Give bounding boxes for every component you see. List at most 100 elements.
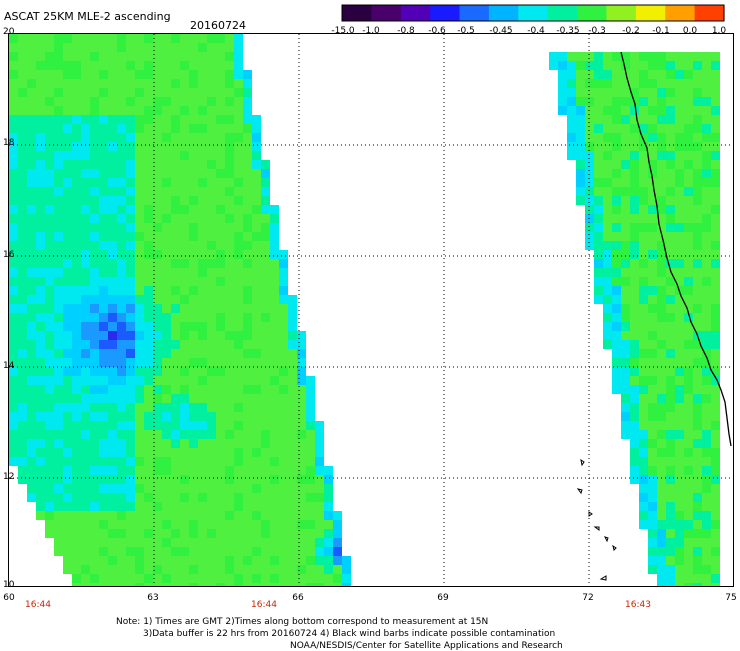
swath-pixel (207, 574, 216, 583)
swath-pixel (36, 79, 45, 88)
swath-pixel (333, 547, 342, 556)
swath-pixel (180, 493, 189, 502)
swath-pixel (621, 106, 630, 115)
swath-pixel (162, 457, 171, 466)
swath-pixel (693, 97, 702, 106)
swath-pixel (162, 151, 171, 160)
swath-pixel (261, 511, 270, 520)
swath-pixel (270, 241, 279, 250)
swath-pixel (675, 106, 684, 115)
swath-pixel (63, 421, 72, 430)
swath-pixel (270, 295, 279, 304)
swath-pixel (216, 151, 225, 160)
swath-pixel (36, 70, 45, 79)
swath-pixel (18, 133, 27, 142)
swath-pixel (657, 313, 666, 322)
swath-pixel (99, 70, 108, 79)
swath-pixel (18, 61, 27, 70)
swath-pixel (144, 484, 153, 493)
swath-pixel (324, 502, 333, 511)
swath-pixel (189, 394, 198, 403)
swath-pixel (18, 259, 27, 268)
swath-pixel (81, 565, 90, 574)
swath-pixel (693, 286, 702, 295)
swath-pixel (585, 232, 594, 241)
swath-pixel (81, 79, 90, 88)
swath-pixel (630, 403, 639, 412)
swath-pixel (207, 88, 216, 97)
swath-pixel (27, 403, 36, 412)
swath-pixel (630, 169, 639, 178)
swath-pixel (261, 412, 270, 421)
swath-pixel (648, 511, 657, 520)
swath-pixel (630, 124, 639, 133)
swath-pixel (198, 286, 207, 295)
swath-pixel (108, 457, 117, 466)
swath-pixel (216, 421, 225, 430)
swath-pixel (144, 88, 153, 97)
swath-pixel (342, 583, 351, 586)
swath-pixel (117, 295, 126, 304)
swath-pixel (189, 187, 198, 196)
swath-pixel (171, 448, 180, 457)
swath-pixel (657, 196, 666, 205)
swath-pixel (243, 394, 252, 403)
swath-pixel (693, 448, 702, 457)
swath-pixel (162, 286, 171, 295)
swath-pixel (18, 187, 27, 196)
swath-pixel (225, 304, 234, 313)
swath-pixel (45, 349, 54, 358)
swath-pixel (657, 556, 666, 565)
swath-pixel (81, 61, 90, 70)
swath-pixel (90, 412, 99, 421)
swath-pixel (576, 61, 585, 70)
swath-pixel (27, 232, 36, 241)
swath-pixel (657, 403, 666, 412)
swath-pixel (162, 34, 171, 43)
swath-pixel (639, 421, 648, 430)
swath-pixel (693, 322, 702, 331)
swath-pixel (162, 79, 171, 88)
swath-pixel (243, 277, 252, 286)
swath-pixel (162, 61, 171, 70)
swath-pixel (81, 133, 90, 142)
swath-pixel (234, 268, 243, 277)
colorbar-label: -0.3 (588, 26, 606, 36)
swath-pixel (639, 484, 648, 493)
swath-pixel (711, 268, 720, 277)
swath-pixel (126, 178, 135, 187)
swath-pixel (72, 259, 81, 268)
colorbar-swatch (635, 5, 666, 21)
swath-pixel (90, 52, 99, 61)
swath-pixel (198, 385, 207, 394)
swath-pixel (252, 565, 261, 574)
colorbar-swatch (606, 5, 637, 21)
swath-pixel (162, 88, 171, 97)
swath-pixel (702, 322, 711, 331)
swath-pixel (63, 493, 72, 502)
swath-pixel (153, 358, 162, 367)
swath-pixel (153, 322, 162, 331)
swath-pixel (261, 331, 270, 340)
swath-pixel (54, 286, 63, 295)
swath-pixel (711, 529, 720, 538)
swath-pixel (90, 142, 99, 151)
swath-pixel (54, 250, 63, 259)
swath-pixel (207, 511, 216, 520)
swath-pixel (162, 70, 171, 79)
swath-pixel (252, 367, 261, 376)
swath-pixel (243, 475, 252, 484)
lon-label: 75 (725, 593, 737, 603)
swath-pixel (333, 511, 342, 520)
swath-pixel (243, 340, 252, 349)
swath-pixel (621, 403, 630, 412)
swath-pixel (135, 232, 144, 241)
swath-pixel (279, 511, 288, 520)
swath-pixel (36, 268, 45, 277)
swath-pixel (594, 70, 603, 79)
swath-pixel (666, 439, 675, 448)
swath-pixel (657, 241, 666, 250)
swath-pixel (45, 106, 54, 115)
swath-pixel (207, 403, 216, 412)
swath-pixel (126, 367, 135, 376)
